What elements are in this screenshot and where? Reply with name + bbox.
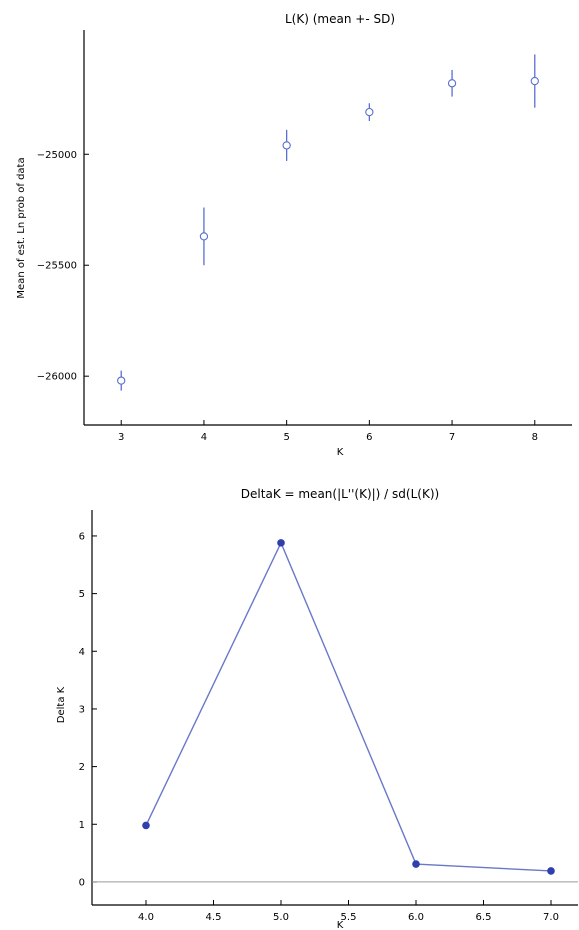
deltak-y-tick-label: 6: [79, 531, 85, 542]
deltak-x-axis-title: K: [337, 920, 344, 930]
lk-chart: L(K) (mean +- SD) Mean of est. Ln prob o…: [16, 12, 572, 458]
deltak-x-tick-label: 5.5: [341, 912, 357, 923]
lk-point: [530, 76, 539, 86]
deltak-point: [142, 821, 150, 830]
lk-point: [199, 232, 209, 241]
deltak-series-line: [145, 541, 552, 872]
lk-y-axis-title: Mean of est. Ln prob of data: [16, 157, 27, 298]
lk-x-tick-label: 3: [118, 432, 124, 443]
deltak-y-tick-label: 0: [79, 877, 85, 888]
lk-point: [282, 141, 291, 150]
lk-x-axis-title: K: [337, 447, 344, 458]
lk-y-tick-label: −25500: [37, 261, 77, 272]
lk-x-tick-label: 5: [283, 432, 289, 443]
lk-y-tick-label: −25000: [37, 150, 77, 161]
lk-x-tick-label: 7: [449, 432, 455, 443]
deltak-x-tick-label: 4.5: [206, 912, 222, 923]
deltak-point: [277, 539, 285, 547]
deltak-y-tick-label: 5: [79, 589, 85, 600]
lk-point: [117, 376, 126, 385]
deltak-point: [412, 860, 420, 868]
deltak-y-axis-title: Delta K: [56, 686, 67, 723]
lk-chart-title: L(K) (mean +- SD): [285, 12, 395, 26]
deltak-x-tick-label: 6.0: [408, 912, 424, 923]
deltak-x-tick-label: 6.5: [476, 912, 492, 923]
deltak-marks: [92, 539, 578, 883]
deltak-chart-title: DeltaK = mean(|L''(K)|) / sd(L(K)): [241, 487, 439, 501]
lk-point: [447, 79, 457, 88]
lk-y-tick-label: −26000: [37, 372, 77, 383]
lk-axes: 3 4 5 6 7 8 −26000 −25500 −25000: [37, 30, 572, 443]
deltak-x-tick-label: 5.0: [273, 912, 289, 923]
lk-x-tick-label: 8: [532, 432, 538, 443]
lk-x-tick-label: 6: [366, 432, 372, 443]
deltak-y-tick-label: 2: [79, 762, 85, 773]
deltak-y-tick-label: 1: [79, 820, 85, 831]
deltak-y-tick-label: 3: [79, 704, 85, 715]
deltak-x-tick-label: 4.0: [138, 912, 154, 923]
deltak-y-tick-label: 4: [79, 647, 85, 658]
deltak-axes: 4.0 4.5 5.0 5.5 6.0 6.5 7.0 0 1 2 3 4 5 6: [79, 510, 578, 923]
lk-point: [365, 107, 374, 117]
lk-marks: [117, 54, 539, 391]
deltak-chart: DeltaK = mean(|L''(K)|) / sd(L(K)) Delta…: [56, 487, 578, 930]
deltak-x-tick-label: 7.0: [543, 912, 559, 923]
deltak-point: [547, 867, 555, 875]
lk-x-tick-label: 4: [201, 432, 207, 443]
